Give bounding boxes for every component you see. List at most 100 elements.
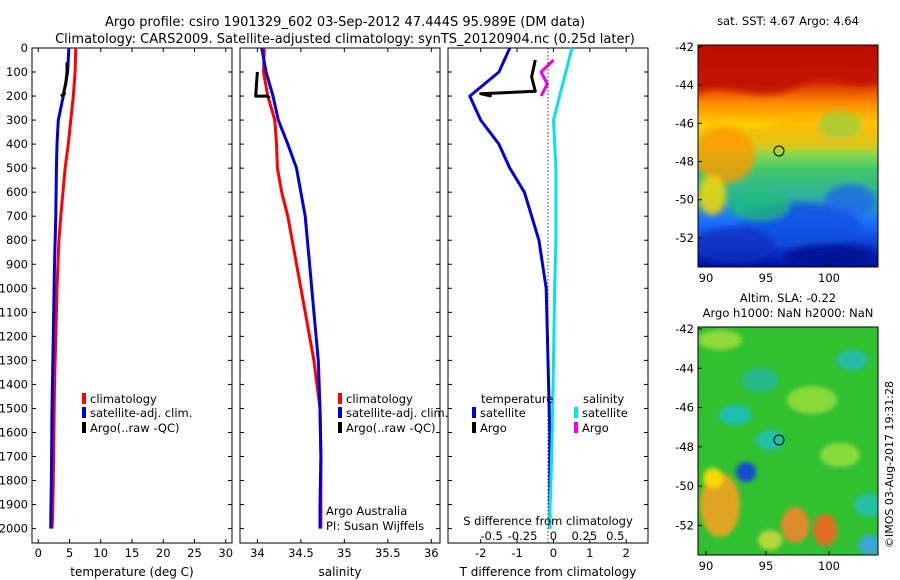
depth-tick-label: 0 (21, 41, 28, 55)
legend-swatch-argo (338, 422, 342, 433)
legend-label: Argo(..raw -QC) (90, 421, 180, 435)
watermark: ©IMOS 03-Aug-2017 19:31:28 (883, 381, 896, 548)
temperature-xlabel: temperature (deg C) (70, 565, 193, 579)
x-tick-label: 36 (424, 546, 439, 560)
x-tick-label: 0.5 (606, 529, 624, 543)
series-line-temperature-argo (479, 59, 537, 98)
x-tick-label: -0.5 (480, 529, 502, 543)
lon-tick-label: 95 (759, 271, 774, 285)
x-tick-label: 0.25 (572, 529, 598, 543)
x-tick-label: 34.5 (288, 546, 314, 560)
legend-label: climatology (90, 392, 157, 406)
difference-series (468, 47, 574, 529)
sst-map (698, 45, 878, 267)
lon-tick-label: 90 (699, 559, 714, 573)
x-tick-label: -1 (511, 546, 522, 560)
legend-swatch-s-satellite (574, 407, 578, 418)
x-tick-label: 30 (218, 546, 233, 560)
lat-tick-label: -50 (675, 479, 694, 493)
lat-tick-label: -52 (675, 231, 694, 245)
legend-swatch-t-argo (472, 422, 476, 433)
lat-tick-label: -42 (675, 322, 694, 336)
x-tick-label: 25 (187, 546, 202, 560)
series-line-temperature-satellite (468, 47, 552, 529)
x-tick-label: 35.5 (375, 546, 401, 560)
x-tick-label: 1 (586, 546, 593, 560)
legend-swatch-satellite (338, 407, 342, 418)
depth-tick-label: 200 (6, 89, 28, 103)
legend-title-temperature: temperature (481, 392, 553, 406)
x-tick-label: -0.25 (508, 529, 538, 543)
legend-label: satellite-adj. clim. (346, 406, 448, 420)
depth-tick-label: 800 (6, 233, 28, 247)
figure-title: Argo profile: csiro 1901329_602 03-Sep-2… (105, 15, 585, 30)
legend-swatch-climatology (338, 393, 342, 404)
depth-axis: 0 100 200 300 400 500 600 700 800 900 1000 1100 1200… (0, 41, 648, 536)
depth-tick-label: 700 (6, 209, 28, 223)
legend-label: Argo(..raw -QC) (346, 421, 436, 435)
x-tick-label: 34 (250, 546, 265, 560)
x-tick-label: 0 (550, 546, 557, 560)
legend-swatch-argo (82, 422, 86, 433)
depth-tick-label: 1100 (0, 305, 28, 319)
lon-tick-label: 100 (818, 559, 840, 573)
legend-label: Argo (480, 421, 507, 435)
credits-line1: Argo Australia (326, 504, 407, 518)
salinity-panel (239, 47, 441, 544)
lon-tick-label: 90 (699, 271, 714, 285)
legend-label: satellite (480, 406, 526, 420)
depth-tick-label: 400 (6, 137, 28, 151)
series-line-salinity-argo (539, 58, 555, 97)
depth-tick-label: 1800 (0, 474, 28, 488)
legend-swatch-climatology (82, 393, 86, 404)
legend-swatch-s-argo (574, 422, 578, 433)
argo-position-marker (773, 145, 785, 157)
depth-tick-label: 900 (6, 257, 28, 271)
series-line-argo-raw-qc- (254, 71, 271, 100)
lat-tick-label: -50 (675, 193, 694, 207)
x-tick-label: 2 (623, 546, 630, 560)
sla-map-ticks: -42 -44 -46 -48 -50 -52 90 95 100 (675, 322, 840, 573)
salinity-series (254, 47, 323, 529)
depth-tick-label: 1600 (0, 425, 28, 439)
temperature-series (49, 47, 78, 529)
lat-tick-label: -46 (675, 401, 694, 415)
salinity-x-ticks: 34 34.5 35 35.5 36 (250, 48, 439, 560)
depth-tick-label: 1300 (0, 353, 28, 367)
difference-xlabel-top: S difference from climatology (463, 514, 633, 528)
x-tick-label: 10 (93, 546, 108, 560)
salinity-legend: climatology satellite-adj. clim. Argo(..… (338, 392, 448, 435)
sla-map (698, 327, 878, 555)
depth-tick-label: 1200 (0, 329, 28, 343)
depth-tick-label: 1400 (0, 377, 28, 391)
x-tick-label: 0 (35, 546, 42, 560)
legend-label: Argo (582, 421, 609, 435)
depth-tick-label: 1000 (0, 281, 28, 295)
x-tick-label: 15 (125, 546, 140, 560)
x-tick-label: 0 (550, 529, 557, 543)
depth-tick-label: 300 (6, 113, 28, 127)
legend-swatch-t-satellite (472, 407, 476, 418)
temperature-panel (31, 47, 233, 544)
sst-map-title: sat. SST: 4.67 Argo: 4.64 (717, 14, 859, 28)
lon-tick-label: 95 (759, 559, 774, 573)
depth-tick-label: 2000 (0, 522, 28, 536)
credits-line2: PI: Susan Wijffels (326, 519, 424, 533)
difference-legend: temperature salinity satellite Argo sate… (472, 392, 628, 435)
series-line-salinity-satellite (548, 47, 574, 529)
legend-label: satellite-adj. clim. (90, 406, 192, 420)
lat-tick-label: -48 (675, 440, 694, 454)
legend-swatch-satellite (82, 407, 86, 418)
x-tick-label: -2 (475, 546, 486, 560)
depth-tick-label: 500 (6, 161, 28, 175)
temperature-legend: climatology satellite-adj. clim. Argo(..… (82, 392, 192, 435)
argo-position-marker (773, 434, 785, 446)
depth-tick-label: 600 (6, 185, 28, 199)
salinity-xlabel: salinity (318, 565, 361, 579)
depth-tick-label: 1700 (0, 449, 28, 463)
x-tick-label: 20 (156, 546, 171, 560)
sla-map-title1: Altim. SLA: -0.22 (740, 291, 836, 305)
temperature-x-ticks: 0 5 10 15 20 25 30 (35, 48, 233, 560)
lat-tick-label: -44 (675, 361, 694, 375)
